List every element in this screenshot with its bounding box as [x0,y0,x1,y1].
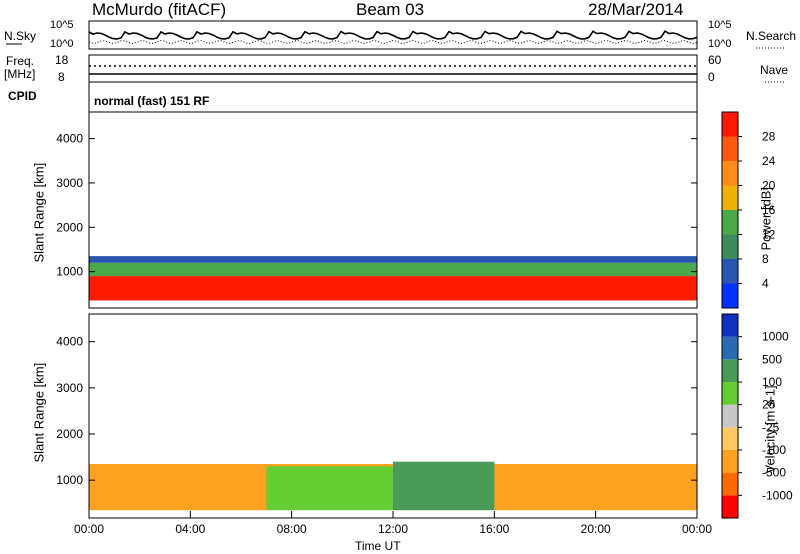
colorbar-swatch [722,136,738,161]
colorbar-swatch [722,314,738,337]
colorbar-tick-label: 1000 [762,330,789,344]
colorbar-swatch [722,112,738,137]
nave-label: Nave [760,63,789,77]
nsky-tick-bottom: 10^0 [50,38,74,50]
colorbar-frame [721,313,739,519]
freq-unit: [MHz] [4,67,36,81]
ytick-label: 3000 [56,381,83,395]
freq-tick-bottom: 8 [58,70,65,84]
freq-label: Freq. [6,54,35,68]
nsearch-tick-bottom: 10^0 [708,38,732,50]
nsky-label: N.Sky [4,29,37,43]
station-title: McMurdo (fitACF) [92,0,227,19]
colorbar-swatch [722,427,738,450]
colorbar-tick-label: 28 [762,130,776,144]
colorbar-swatch [722,210,738,235]
freq-panel [88,54,698,83]
power-layer-2 [89,256,697,263]
ytick-label: 2000 [56,220,83,234]
colorbar-tick-label: 8 [762,252,769,266]
nave-tick-bottom: 0 [708,70,715,84]
colorbar-tick-label: 500 [762,352,782,366]
colorbar-tick-label: 20 [762,179,776,193]
nsky-trace [88,30,698,40]
colorbar-tick-label: 100 [762,375,782,389]
velocity-heatmap: 4000 3000 2000 1000 1000 500 100 25 -25 -100 -500 -… [56,313,793,519]
freq-tick-top: 18 [55,53,69,67]
nave-tick-top: 60 [708,53,722,67]
colorbar-tick-label: -500 [762,466,786,480]
xtick-label: 08:00 [277,522,307,536]
colorbar-swatch [722,234,738,259]
ytick-label: 3000 [56,176,83,190]
xtick-label: 20:00 [581,522,611,536]
colorbar-swatch [722,472,738,496]
power-layer-1 [89,262,697,277]
colorbar-tick-label: -25 [762,420,780,434]
cpid-value: normal (fast) 151 RF [94,94,210,108]
panel-frame-0 [88,111,698,309]
colorbar-tick-label: 25 [762,398,776,412]
colorbar-swatch [722,259,738,284]
colorbar-tick-label: -1000 [762,488,793,502]
ytick-label: 4000 [56,335,83,349]
nsky-panel [88,20,698,50]
nsearch-label: N.Search [746,29,797,43]
xtick-label: 16:00 [479,522,509,536]
ytick-label: 1000 [56,473,83,487]
velocity-layer-1 [266,466,393,511]
colorbar-swatch [722,161,738,186]
xtick-label: 12:00 [378,522,408,536]
power-layer-0 [89,276,697,301]
colorbar-swatch [722,450,738,473]
ytick-label: 2000 [56,427,83,441]
nsearch-trace [88,39,698,45]
colorbar-swatch [722,359,738,382]
xtick-label: 00:00 [682,522,712,536]
beam-title: Beam 03 [356,0,425,19]
colorbar-swatch [722,283,738,308]
power-heatmap: 4000 3000 2000 1000 28 24 20 16 12 8 4 [56,111,776,309]
colorbar-swatch [722,185,738,210]
cpid-panel [88,81,698,113]
ytick-label: 1000 [56,265,83,279]
colorbar-tick-label: 4 [762,277,769,291]
velocity-layer-2 [393,461,495,511]
nsearch-tick-top: 10^5 [708,19,732,31]
colorbar-swatch [722,382,738,405]
x-axis-label: Time UT [355,539,401,553]
nsky-tick-top: 10^5 [50,19,74,31]
colorbar-swatch [722,404,738,428]
cpid-label: CPID [8,89,37,103]
colorbar-tick-label: -100 [762,443,786,457]
colorbar-swatch [722,336,738,360]
xtick-label: 04:00 [175,522,205,536]
ytick-label: 4000 [56,132,83,146]
colorbar-tick-label: 24 [762,154,776,168]
xtick-label: 00:00 [74,522,104,536]
colorbar-tick-label: 16 [762,203,776,217]
date-title: 28/Mar/2014 [588,0,684,19]
colorbar-tick-label: 12 [762,228,776,242]
colorbar-swatch [722,495,738,518]
